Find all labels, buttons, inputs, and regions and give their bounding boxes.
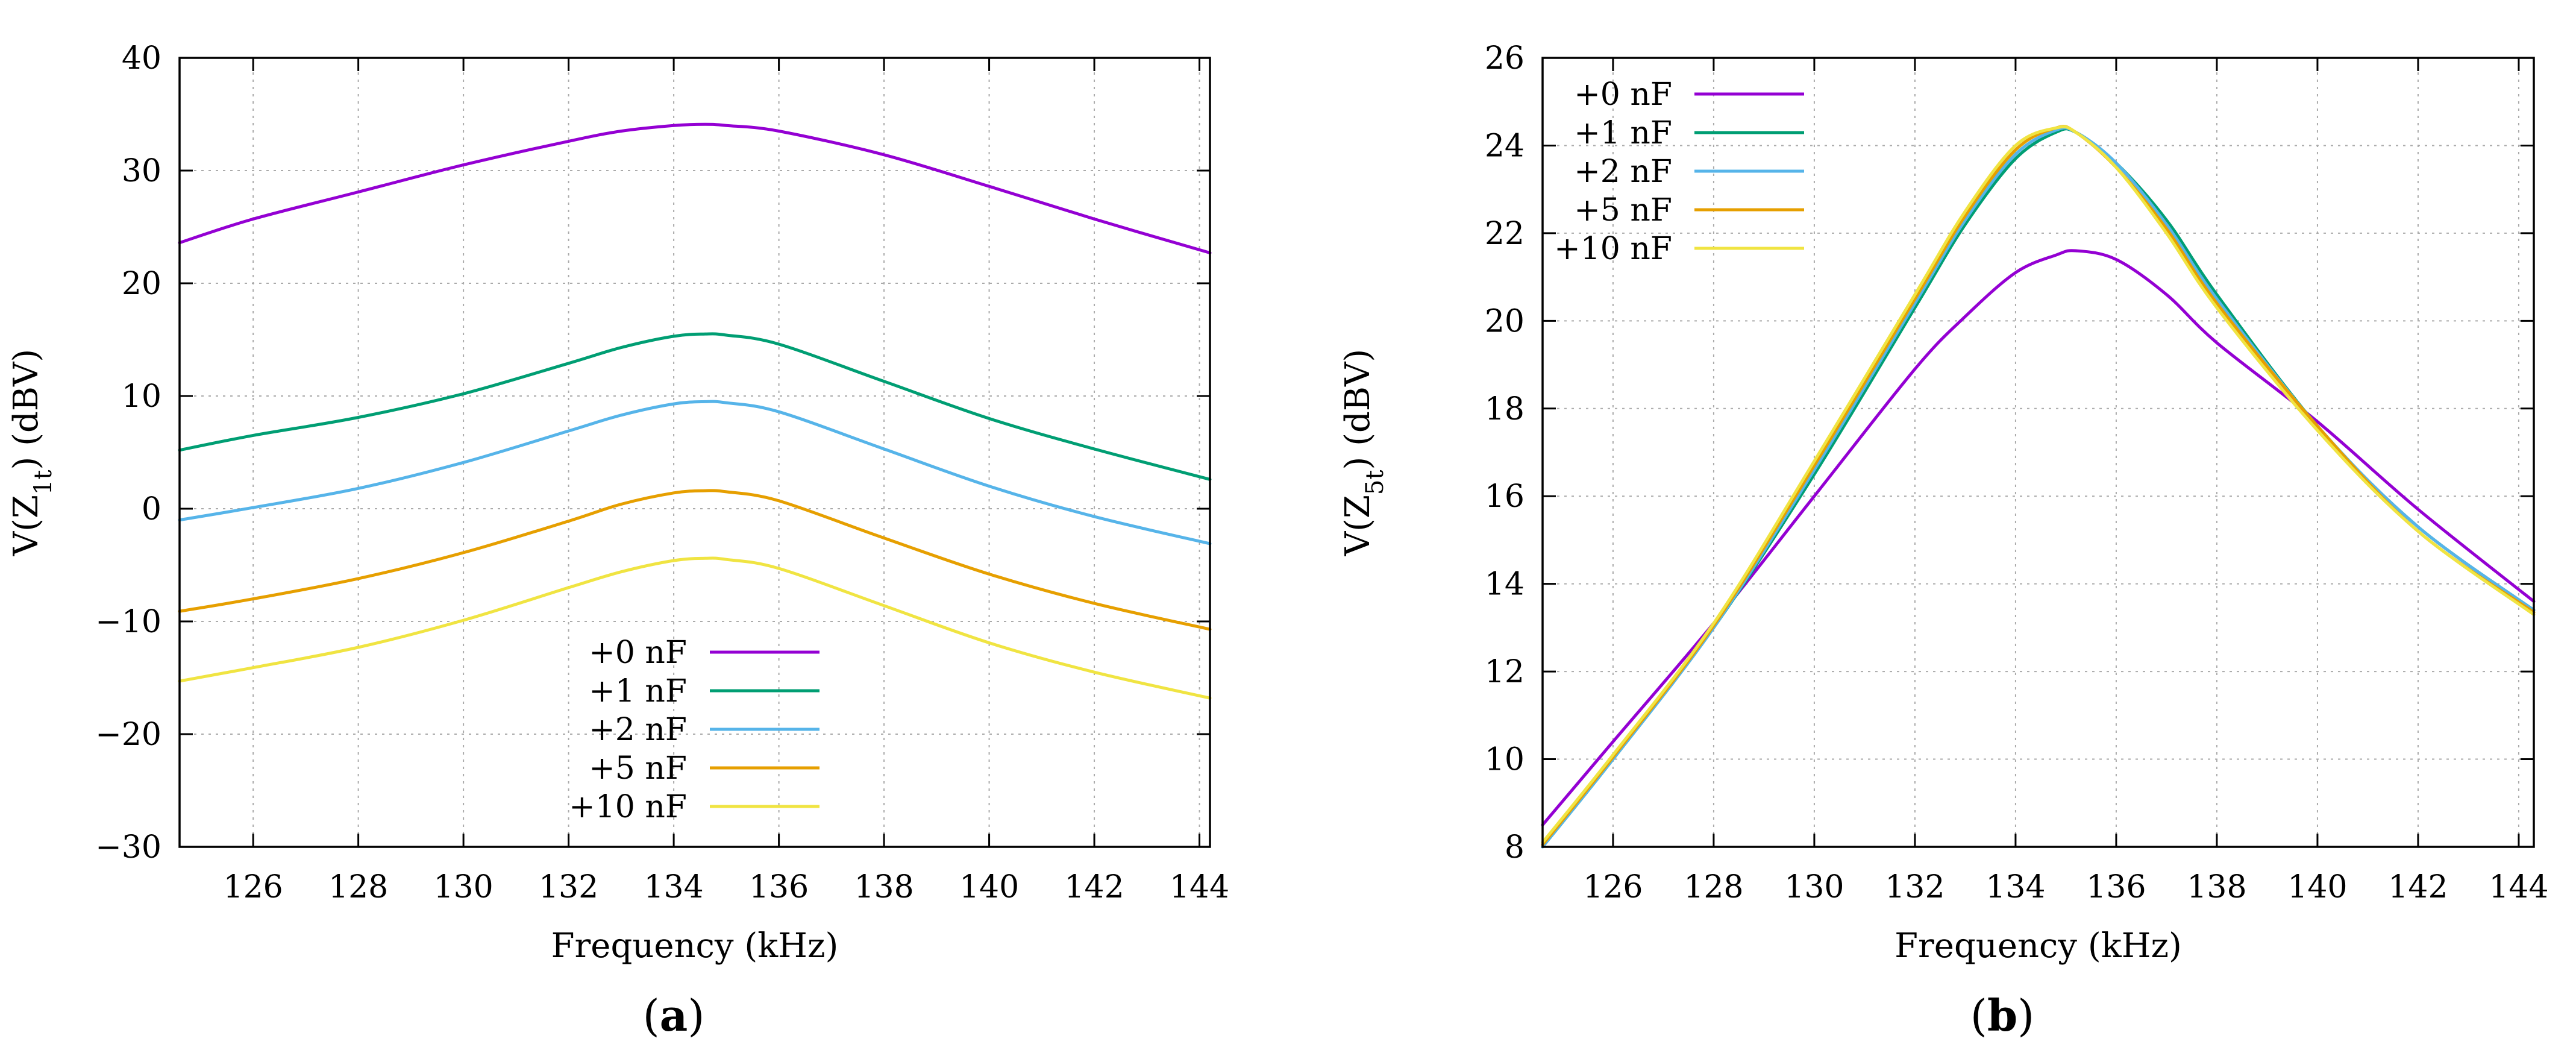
y-tick-label: 30 xyxy=(122,153,161,189)
series-line-10nf xyxy=(178,556,1212,700)
x-tick-label: 130 xyxy=(1784,869,1844,905)
x-axis-label: Frequency (kHz) xyxy=(551,926,839,966)
x-tick-label: 144 xyxy=(1170,869,1229,905)
series-line-2nf xyxy=(178,400,1212,545)
y-axis-label-sub: 1t xyxy=(30,470,57,495)
legend-label: +0 nF xyxy=(589,635,687,671)
panel-letter: a xyxy=(660,990,688,1041)
legend-label: +10 nF xyxy=(1554,231,1672,267)
series-line-0nf xyxy=(178,122,1212,254)
x-tick-label: 126 xyxy=(224,869,283,905)
x-axis-label: Frequency (kHz) xyxy=(1894,926,2182,966)
y-tick-label: 24 xyxy=(1485,128,1525,164)
y-tick-label: 14 xyxy=(1485,567,1525,603)
legend-label: +5 nF xyxy=(1574,192,1672,228)
plot-frame xyxy=(1541,57,2535,848)
x-tick-label: 140 xyxy=(959,869,1019,905)
y-tick-label: 40 xyxy=(122,40,161,77)
x-tick-label: 144 xyxy=(2489,869,2548,905)
x-tick-label: 128 xyxy=(1684,869,1743,905)
y-tick-label: 26 xyxy=(1485,40,1525,77)
x-tick-label: 136 xyxy=(2086,869,2146,905)
x-tick-label: 132 xyxy=(1885,869,1945,905)
x-tick-label: 142 xyxy=(1064,869,1124,905)
y-tick-label: −20 xyxy=(95,717,161,753)
x-tick-label: 138 xyxy=(854,869,914,905)
legend: +0 nF+1 nF+2 nF+5 nF+10 nF xyxy=(569,635,819,825)
y-tick-label: 12 xyxy=(1485,654,1525,690)
legend-label: +0 nF xyxy=(1574,77,1672,113)
series-line-5nf xyxy=(1541,125,2536,846)
x-tick-label: 138 xyxy=(2187,869,2246,905)
grid xyxy=(1543,57,2534,847)
y-tick-label: 10 xyxy=(122,379,161,415)
legend-label: +1 nF xyxy=(589,673,687,709)
legend-label: +2 nF xyxy=(589,712,687,748)
x-tick-label: 142 xyxy=(2388,869,2448,905)
y-axis-label: V(Z5t) (dBV) xyxy=(1338,349,1389,557)
legend-label: +1 nF xyxy=(1574,115,1672,151)
grid xyxy=(180,57,1210,847)
y-tick-label: 8 xyxy=(1505,829,1525,866)
y-tick-label: 22 xyxy=(1485,216,1525,252)
chart-panel-b: 126 128 130 132 134 136 138 140 142 144 8 10 12 14 16 1… xyxy=(1338,40,2549,1041)
y-tick-label: 18 xyxy=(1485,391,1525,427)
legend-label: +5 nF xyxy=(589,750,687,787)
x-tick-label: 136 xyxy=(749,869,809,905)
y-axis-label: V(Z1t) (dBV) xyxy=(7,349,57,557)
y-axis-label-tail: ) (dBV) xyxy=(7,349,46,470)
x-tick-label: 130 xyxy=(433,869,493,905)
legend-label: +10 nF xyxy=(569,789,687,825)
series-lines xyxy=(178,122,1212,700)
series-line-10nf xyxy=(1541,125,2536,844)
y-tick-label: −30 xyxy=(95,829,161,866)
panel-letter: b xyxy=(1987,990,2017,1041)
y-tick-label: −10 xyxy=(95,604,161,640)
x-tick-label: 134 xyxy=(644,869,703,905)
y-tick-label: 10 xyxy=(1485,742,1525,778)
series-line-0nf xyxy=(1541,249,2536,827)
x-tick-label: 134 xyxy=(1985,869,2045,905)
panel-label: (b) xyxy=(1970,990,2035,1041)
series-line-5nf xyxy=(178,489,1212,631)
y-axis-label-main: V(Z xyxy=(7,495,46,556)
x-tick-label: 140 xyxy=(2287,869,2347,905)
chart-panel-a: 126 128 130 132 134 136 138 140 142 144 −30 −20 −10 0… xyxy=(7,40,1229,1041)
x-tick-label: 128 xyxy=(328,869,388,905)
y-tick-label: 20 xyxy=(122,266,161,302)
series-line-1nf xyxy=(178,332,1212,481)
y-axis-label-main: V(Z xyxy=(1338,495,1377,556)
x-tick-label: 132 xyxy=(539,869,598,905)
y-tick-label: 0 xyxy=(142,491,161,527)
y-axis-label-sub: 5t xyxy=(1361,470,1389,495)
y-tick-label: 16 xyxy=(1485,479,1525,515)
series-lines xyxy=(1541,125,2536,849)
series-line-1nf xyxy=(1541,127,2536,849)
panel-label: (a) xyxy=(643,990,705,1041)
y-tick-label: 20 xyxy=(1485,303,1525,339)
plot-frame xyxy=(178,57,1211,848)
x-tick-label: 126 xyxy=(1583,869,1643,905)
y-axis-label-tail: ) (dBV) xyxy=(1338,349,1377,470)
legend: +0 nF+1 nF+2 nF+5 nF+10 nF xyxy=(1554,77,1804,267)
series-line-2nf xyxy=(1541,126,2536,849)
legend-label: +2 nF xyxy=(1574,154,1672,190)
